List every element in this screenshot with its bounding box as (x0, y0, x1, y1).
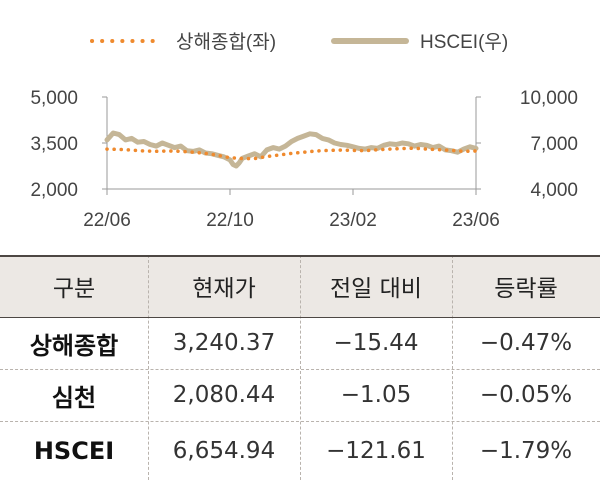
row-rate: −1.79% (479, 437, 573, 464)
legend-label-shanghai: 상해종합(좌) (176, 31, 276, 53)
chart-axes: 2,000 3,500 5,000 4,000 7,000 10,000 22/06 22/1… (30, 88, 578, 231)
series-line-hscei (104, 130, 479, 169)
y-left-tick-label: 5,000 (30, 88, 78, 109)
y-right-tick-label: 4,000 (530, 180, 578, 201)
row-price: 2,080.44 (172, 382, 276, 408)
header-divider (0, 317, 600, 318)
series-line-shanghai (105, 146, 478, 161)
column-divider (148, 255, 149, 480)
row-rate: −0.47% (479, 330, 573, 356)
chart-series (104, 130, 479, 169)
row-change: −121.61 (326, 437, 426, 464)
y-right-tick-label: 7,000 (530, 134, 578, 155)
x-tick-label: 22/10 (206, 210, 254, 231)
row-price: 6,654.94 (172, 437, 276, 464)
table-row: HSCEI 6,654.94 −121.61 −1.79% (0, 421, 600, 480)
y-right-tick-label: 10,000 (520, 88, 578, 109)
header-rate: 등락률 (494, 276, 558, 302)
header-price: 현재가 (192, 276, 256, 302)
x-tick-label: 22/06 (83, 210, 131, 231)
table-row: 심천 2,080.44 −1.05 −0.05% (0, 369, 600, 421)
row-name: 상해종합 (29, 331, 119, 360)
table-top-border (0, 255, 600, 257)
x-tick-label: 23/06 (452, 210, 500, 231)
index-chart: 상해종합(좌) HSCEI(우) 2,000 3,500 5,000 4,000 7,00… (30, 31, 578, 231)
x-tick-label: 23/02 (329, 210, 377, 231)
row-rate: −0.05% (479, 382, 573, 408)
index-table: 구분 현재가 전일 대비 등락률 상해종합 3,240.37 −15.44 −0… (0, 255, 600, 480)
header-change: 전일 대비 (330, 276, 422, 302)
row-name: HSCEI (33, 436, 115, 465)
row-name: 심천 (51, 383, 97, 412)
column-divider (452, 255, 453, 480)
legend-label-hscei: HSCEI(우) (420, 32, 508, 53)
row-divider (0, 369, 600, 370)
row-change: −15.44 (333, 330, 419, 356)
header-category: 구분 (52, 276, 96, 302)
y-left-tick-label: 3,500 (30, 134, 78, 155)
table-row: 상해종합 3,240.37 −15.44 −0.47% (0, 317, 600, 369)
row-price: 3,240.37 (172, 330, 276, 356)
row-divider (0, 421, 600, 422)
chart-legend: 상해종합(좌) HSCEI(우) (90, 31, 508, 53)
y-left-tick-label: 2,000 (30, 180, 78, 201)
column-divider (300, 255, 301, 480)
row-change: −1.05 (340, 382, 412, 408)
